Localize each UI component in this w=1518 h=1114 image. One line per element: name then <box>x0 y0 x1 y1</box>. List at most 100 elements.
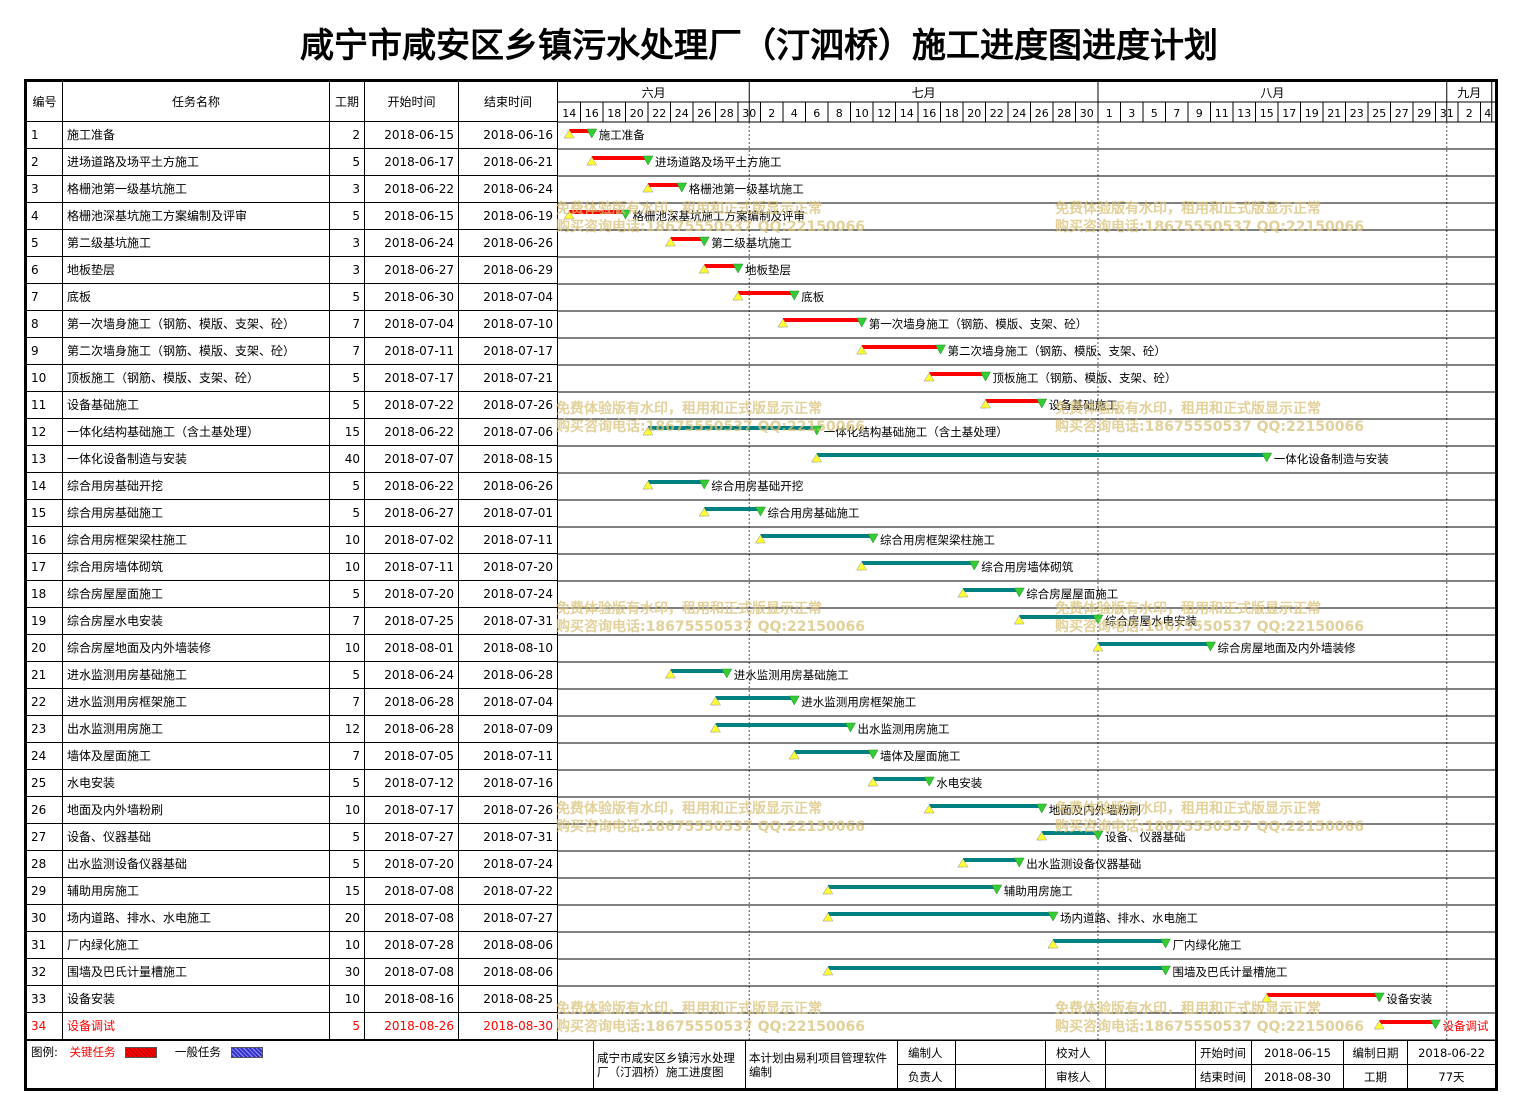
task-bar-label: 地板垫层 <box>745 263 791 277</box>
table-row: 34 设备调试 5 2018-08-26 2018-08-30 <box>27 1013 558 1040</box>
footer-note: 本计划由易利项目管理软件编制 <box>745 1041 897 1089</box>
col-header-name: 任务名称 <box>63 82 330 122</box>
start-marker <box>710 723 721 733</box>
task-id: 6 <box>27 257 63 284</box>
table-row: 28 出水监测设备仪器基础 5 2018-07-20 2018-07-24 <box>27 851 558 878</box>
task-bar <box>1053 939 1166 943</box>
task-start: 2018-07-17 <box>365 365 459 392</box>
task-duration: 3 <box>330 257 365 284</box>
day-tick-label: 1 <box>1106 107 1113 120</box>
task-bar <box>816 453 1267 457</box>
footer-project-name: 咸宁市咸安区乡镇污水处理厂（汀泗桥）施工进度图 <box>593 1041 745 1089</box>
task-bar <box>861 561 975 565</box>
task-end: 2018-08-10 <box>459 635 558 662</box>
task-start: 2018-06-22 <box>365 419 459 446</box>
task-duration: 5 <box>330 851 365 878</box>
task-bar-label: 第一次墙身施工（钢筋、模版、支架、砼） <box>869 317 1088 331</box>
task-bar-label: 设备调试 <box>1443 1019 1489 1033</box>
task-id: 5 <box>27 230 63 257</box>
end-marker <box>788 695 800 706</box>
task-start: 2018-07-04 <box>365 311 459 338</box>
task-start: 2018-07-08 <box>365 905 459 932</box>
start-marker <box>1092 642 1104 652</box>
month-label: 九月 <box>1457 86 1481 100</box>
end-marker <box>698 236 710 247</box>
task-duration: 40 <box>330 446 365 473</box>
day-tick-label: 25 <box>1372 107 1386 120</box>
table-row: 27 设备、仪器基础 5 2018-07-27 2018-07-31 <box>27 824 558 851</box>
task-end: 2018-07-21 <box>459 365 558 392</box>
table-row: 29 辅助用房施工 15 2018-07-08 2018-07-22 <box>27 878 558 905</box>
task-bar <box>929 804 1042 808</box>
month-label: 七月 <box>912 86 936 100</box>
task-start: 2018-07-08 <box>365 878 459 905</box>
task-bar-label: 施工准备 <box>599 128 645 142</box>
task-end: 2018-07-20 <box>459 554 558 581</box>
task-end: 2018-07-01 <box>459 500 558 527</box>
end-marker <box>980 371 991 382</box>
task-id: 32 <box>27 959 63 986</box>
start-marker <box>1013 615 1025 625</box>
task-end: 2018-07-06 <box>459 419 558 446</box>
day-tick-label: 28 <box>1057 107 1071 120</box>
task-start: 2018-07-22 <box>365 392 459 419</box>
day-tick-label: 31 <box>1440 107 1454 120</box>
start-marker <box>822 885 834 895</box>
task-start: 2018-07-05 <box>365 743 459 770</box>
start-marker <box>856 561 868 571</box>
task-id: 1 <box>27 122 63 149</box>
task-id: 2 <box>27 149 63 176</box>
task-end: 2018-06-29 <box>459 257 558 284</box>
task-start: 2018-08-26 <box>365 1013 459 1040</box>
task-name: 地面及内外墙粉刷 <box>63 797 330 824</box>
table-row: 26 地面及内外墙粉刷 10 2018-07-17 2018-07-26 <box>27 797 558 824</box>
footer-compiler-label: 编制人 <box>897 1041 955 1065</box>
task-end: 2018-08-25 <box>459 986 558 1013</box>
table-row: 12 一体化结构基础施工（含土基处理） 15 2018-06-22 2018-07-06 <box>27 419 558 446</box>
end-marker <box>1013 587 1025 598</box>
task-start: 2018-06-15 <box>365 122 459 149</box>
end-marker <box>845 722 856 733</box>
end-marker <box>935 344 946 355</box>
task-bar-label: 墙体及屋面施工 <box>880 749 961 763</box>
footer-date-value: 2018-06-22 <box>1407 1041 1495 1065</box>
task-bar-label: 厂内绿化施工 <box>1173 938 1242 952</box>
task-duration: 10 <box>330 797 365 824</box>
task-bar-label: 格栅池第一级基坑施工 <box>689 182 804 196</box>
task-bar-label: 进水监测用房基础施工 <box>734 668 849 682</box>
day-tick-label: 14 <box>562 107 576 120</box>
task-duration: 5 <box>330 365 365 392</box>
task-name: 场内道路、排水、水电施工 <box>63 905 330 932</box>
day-tick-label: 24 <box>675 107 689 120</box>
start-marker <box>665 669 676 679</box>
day-tick-label: 8 <box>836 107 843 120</box>
legend-normal-label: 一般任务 <box>174 1045 221 1059</box>
legend-critical-label: 关键任务 <box>69 1045 116 1059</box>
task-bar <box>963 588 1020 592</box>
task-duration: 5 <box>330 149 365 176</box>
end-marker <box>1047 911 1059 922</box>
day-tick-label: 10 <box>855 107 869 120</box>
start-marker <box>698 264 710 274</box>
task-id: 26 <box>27 797 63 824</box>
task-id: 29 <box>27 878 63 905</box>
month-label: 六月 <box>642 86 666 100</box>
task-bar <box>861 345 941 349</box>
task-table: 1 施工准备 2 2018-06-15 2018-06-16 2 进场道路及场平土方施工 5 2… <box>27 122 558 1040</box>
table-row: 6 地板垫层 3 2018-06-27 2018-06-29 <box>27 257 558 284</box>
day-tick-label: 11 <box>1215 107 1229 120</box>
task-bar <box>648 426 817 430</box>
task-id: 34 <box>27 1013 63 1040</box>
start-marker <box>732 291 744 301</box>
end-marker <box>676 182 688 193</box>
task-start: 2018-07-07 <box>365 446 459 473</box>
task-end: 2018-07-04 <box>459 284 558 311</box>
end-marker <box>856 317 868 328</box>
task-duration: 15 <box>330 419 365 446</box>
end-marker <box>1092 830 1104 841</box>
start-marker <box>777 318 789 328</box>
task-id: 23 <box>27 716 63 743</box>
day-tick-label: 2 <box>1466 107 1473 120</box>
end-marker <box>1205 641 1216 652</box>
end-marker <box>867 749 879 760</box>
